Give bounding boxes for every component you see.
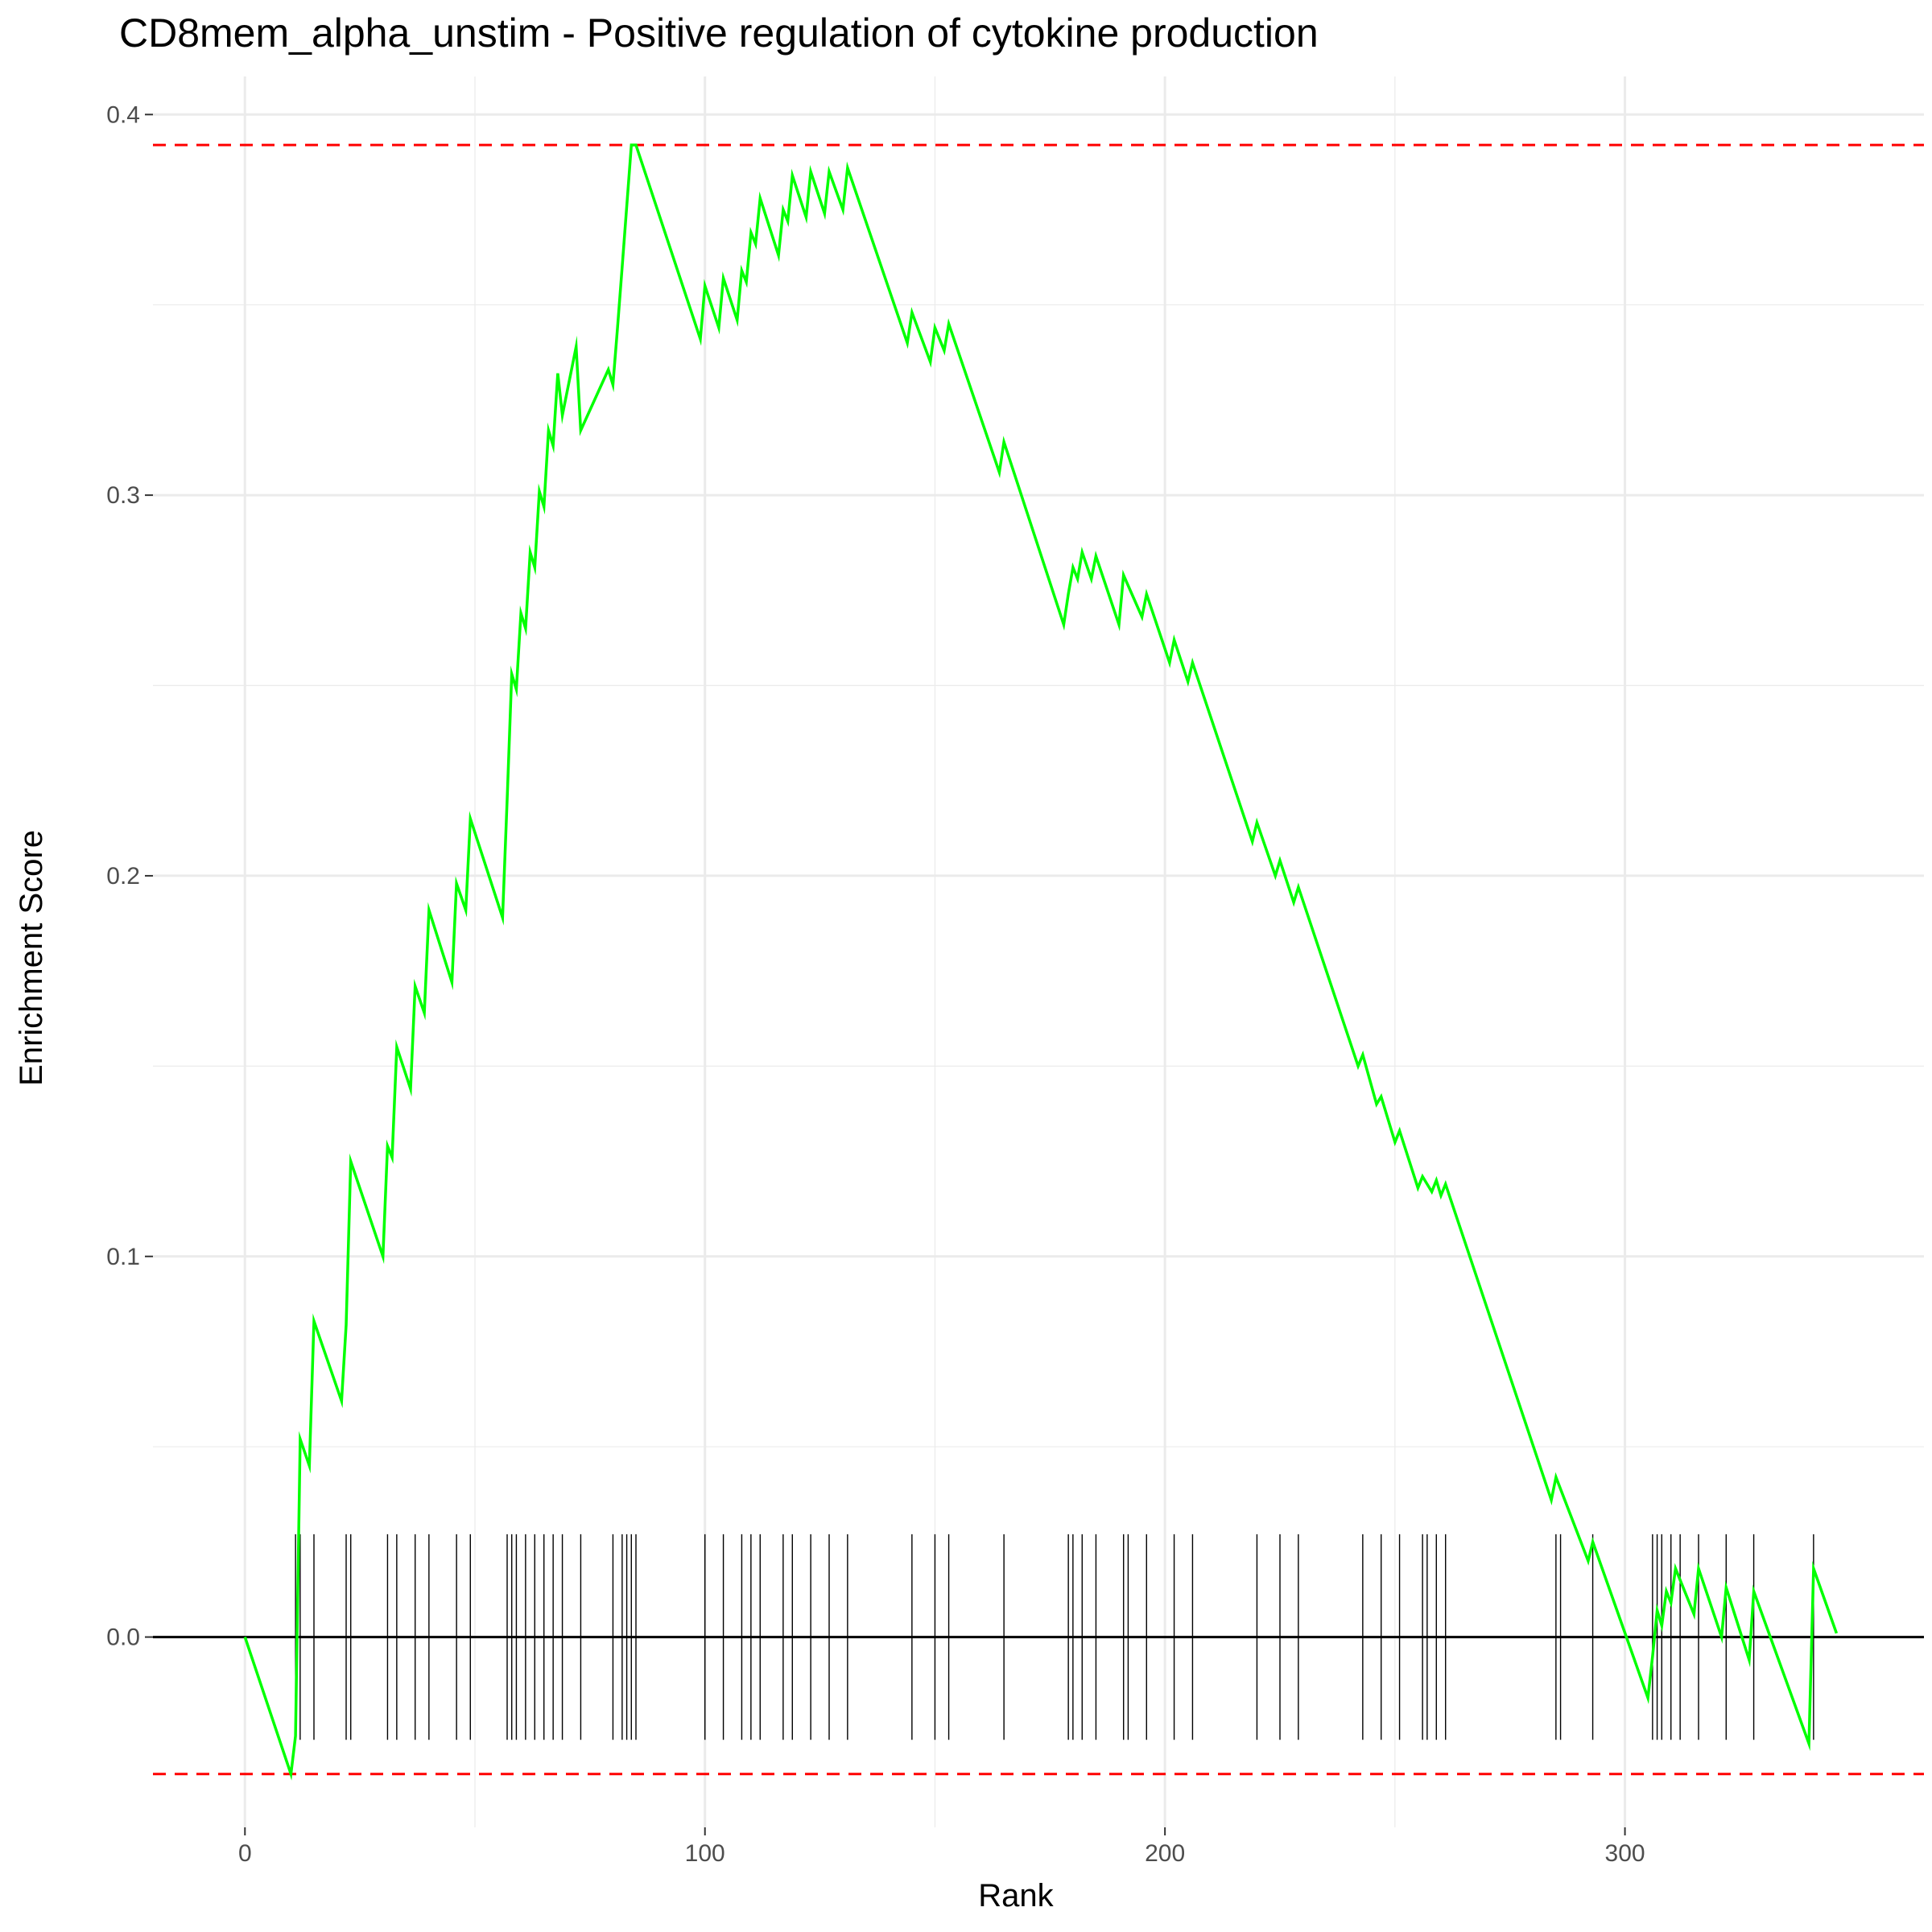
axes: 0 100 200 300 0.0 0.1 0.2 0.3 0.4 (106, 101, 1645, 1867)
y-tick-label: 0.4 (106, 101, 140, 128)
y-tick-label: 0.0 (106, 1624, 140, 1651)
y-axis-label: Enrichment Score (14, 830, 49, 1086)
enrichment-curve (243, 143, 1839, 1781)
x-tick-label: 100 (685, 1840, 725, 1867)
hit-marks (295, 1534, 1814, 1740)
enrichment-curve-group (243, 143, 1839, 1781)
x-axis-label: Rank (978, 1878, 1054, 1913)
grid (153, 76, 1924, 1827)
chart-title: CD8mem_alpha_unstim - Positive regulatio… (119, 10, 1319, 56)
y-tick-label: 0.2 (106, 863, 140, 890)
threshold-lines (153, 143, 1924, 1776)
x-tick-label: 0 (238, 1840, 252, 1867)
x-tick-label: 200 (1145, 1840, 1185, 1867)
y-tick-label: 0.3 (106, 482, 140, 509)
y-tick-label: 0.1 (106, 1244, 140, 1270)
x-tick-label: 300 (1605, 1840, 1645, 1867)
